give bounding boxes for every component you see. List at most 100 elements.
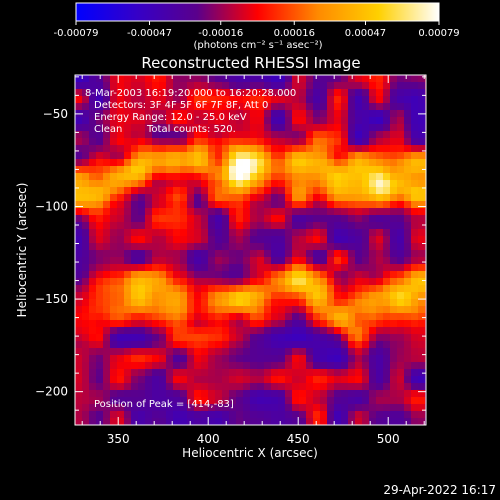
heatmap-cell — [383, 418, 390, 425]
heatmap-cell — [264, 334, 271, 341]
heatmap-cell — [145, 131, 152, 138]
heatmap-cell — [173, 152, 180, 159]
heatmap-cell — [362, 103, 369, 110]
heatmap-cell — [124, 145, 131, 152]
heatmap-cell — [201, 355, 208, 362]
heatmap-cell — [250, 397, 257, 404]
heatmap-cell — [404, 411, 411, 418]
heatmap-cell — [187, 397, 194, 404]
heatmap-cell — [96, 236, 103, 243]
heatmap-cell — [299, 376, 306, 383]
heatmap-cell — [131, 299, 138, 306]
heatmap-cell — [418, 369, 425, 376]
heatmap-cell — [299, 166, 306, 173]
heatmap-cell — [173, 257, 180, 264]
heatmap-cell — [264, 208, 271, 215]
heatmap-cell — [96, 180, 103, 187]
heatmap-cell — [222, 187, 229, 194]
heatmap-cell — [117, 376, 124, 383]
heatmap-cell — [82, 229, 89, 236]
heatmap-cell — [376, 278, 383, 285]
heatmap-cell — [222, 75, 229, 82]
heatmap-cell — [103, 243, 110, 250]
heatmap-cell — [257, 152, 264, 159]
heatmap-cell — [404, 390, 411, 397]
heatmap-cell — [145, 257, 152, 264]
heatmap-cell — [166, 292, 173, 299]
heatmap-cell — [89, 355, 96, 362]
heatmap-cell — [215, 222, 222, 229]
heatmap-cell — [411, 145, 418, 152]
heatmap-cell — [75, 362, 82, 369]
heatmap-cell — [180, 117, 187, 124]
heatmap-cell — [159, 404, 166, 411]
heatmap-cell — [110, 285, 117, 292]
heatmap-cell — [299, 390, 306, 397]
heatmap-cell — [404, 166, 411, 173]
heatmap-cell — [82, 320, 89, 327]
heatmap-cell — [390, 369, 397, 376]
heatmap-cell — [278, 96, 285, 103]
heatmap-cell — [117, 341, 124, 348]
heatmap-cell — [194, 145, 201, 152]
heatmap-cell — [334, 89, 341, 96]
heatmap-cell — [362, 194, 369, 201]
heatmap-cell — [327, 117, 334, 124]
heatmap-cell — [131, 285, 138, 292]
heatmap-cell — [334, 278, 341, 285]
heatmap-cell — [390, 131, 397, 138]
heatmap-cell — [334, 369, 341, 376]
heatmap-cell — [355, 187, 362, 194]
heatmap-cell — [201, 187, 208, 194]
heatmap-cell — [362, 250, 369, 257]
heatmap-cell — [117, 124, 124, 131]
heatmap-cell — [187, 166, 194, 173]
heatmap-cell — [243, 334, 250, 341]
heatmap-cell — [306, 390, 313, 397]
heatmap-cell — [236, 194, 243, 201]
heatmap-cell — [306, 173, 313, 180]
heatmap-cell — [285, 383, 292, 390]
heatmap-cell — [418, 285, 425, 292]
heatmap-cell — [257, 131, 264, 138]
heatmap-cell — [271, 215, 278, 222]
heatmap-cell — [96, 278, 103, 285]
heatmap-cell — [327, 341, 334, 348]
heatmap-cell — [138, 173, 145, 180]
heatmap-cell — [208, 390, 215, 397]
heatmap-cell — [299, 285, 306, 292]
heatmap-cell — [89, 166, 96, 173]
heatmap-cell — [215, 341, 222, 348]
heatmap-cell — [145, 152, 152, 159]
heatmap-cell — [96, 229, 103, 236]
heatmap-cell — [229, 404, 236, 411]
heatmap-cell — [383, 320, 390, 327]
heatmap-cell — [320, 82, 327, 89]
heatmap-cell — [341, 404, 348, 411]
heatmap-cell — [313, 124, 320, 131]
heatmap-cell — [369, 222, 376, 229]
heatmap-cell — [285, 362, 292, 369]
heatmap-cell — [89, 208, 96, 215]
heatmap-cell — [152, 187, 159, 194]
heatmap-cell — [292, 271, 299, 278]
heatmap-cell — [75, 271, 82, 278]
heatmap-cell — [117, 215, 124, 222]
heatmap-cell — [313, 166, 320, 173]
heatmap-cell — [173, 334, 180, 341]
heatmap-cell — [180, 341, 187, 348]
heatmap-cell — [341, 96, 348, 103]
heatmap-cell — [145, 327, 152, 334]
heatmap-cell — [397, 376, 404, 383]
heatmap-cell — [327, 278, 334, 285]
heatmap-cell — [278, 229, 285, 236]
heatmap-cell — [103, 152, 110, 159]
heatmap-cell — [110, 341, 117, 348]
heatmap-cell — [278, 201, 285, 208]
heatmap-cell — [131, 292, 138, 299]
heatmap-cell — [117, 152, 124, 159]
heatmap-cell — [418, 418, 425, 425]
heatmap-cell — [180, 369, 187, 376]
heatmap-cell — [306, 292, 313, 299]
heatmap-cell — [96, 362, 103, 369]
